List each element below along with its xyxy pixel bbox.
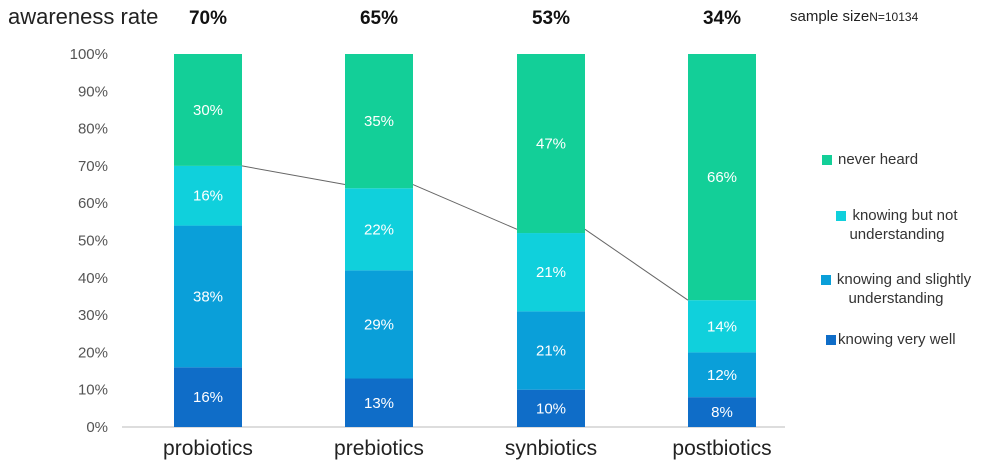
bar-segment <box>688 300 756 353</box>
data-label: 35% <box>364 113 394 130</box>
legend-swatch <box>836 211 847 222</box>
sample-size: sample sizeN=10134 <box>790 8 918 25</box>
bar-segment <box>174 165 242 226</box>
data-label: 8% <box>711 404 733 421</box>
bar-segment <box>174 367 242 427</box>
awareness-rate-label: 34% <box>703 8 741 29</box>
data-label: 38% <box>193 288 223 305</box>
legend-item-knowing-slightly: knowing and slightly understanding <box>808 270 984 308</box>
legend-swatch <box>822 155 832 166</box>
bar-segment <box>688 397 756 427</box>
data-label: 47% <box>536 136 566 153</box>
data-label: 16% <box>193 188 223 205</box>
sample-size-value: N=10134 <box>869 10 919 24</box>
data-label: 12% <box>707 367 737 384</box>
connector-line <box>584 228 689 301</box>
legend-item-very-well: knowing very well <box>826 330 956 349</box>
x-tick-label: probiotics <box>163 437 253 460</box>
awareness-rate-label: 65% <box>360 8 398 29</box>
legend-label: never heard <box>838 151 919 168</box>
data-label: 14% <box>707 318 737 335</box>
data-label: 16% <box>193 389 223 406</box>
connector-line <box>241 165 346 186</box>
sample-size-label: sample size <box>790 8 870 25</box>
legend-swatch <box>826 335 836 346</box>
y-tick-label: 90% <box>78 83 108 100</box>
y-tick-label: 50% <box>78 233 108 250</box>
bar-segment <box>517 54 585 234</box>
data-label: 10% <box>536 400 566 417</box>
legend-label: knowing very well <box>838 331 956 348</box>
bar-segment <box>688 352 756 398</box>
awareness-rate-label: 53% <box>532 8 570 29</box>
bar-segment <box>174 225 242 368</box>
y-tick-label: 60% <box>78 195 108 212</box>
x-tick-label: synbiotics <box>505 437 597 460</box>
bar-segment <box>517 233 585 312</box>
data-label: 21% <box>536 343 566 360</box>
bar-segment <box>517 311 585 390</box>
bar-segment <box>345 188 413 271</box>
connector-line <box>412 184 518 230</box>
y-tick-label: 30% <box>78 307 108 324</box>
y-tick-label: 70% <box>78 158 108 175</box>
data-label: 22% <box>364 221 394 238</box>
bar-segment <box>345 378 413 427</box>
bar-segment <box>517 389 585 427</box>
legend-swatch <box>820 275 831 286</box>
bar-segment <box>345 54 413 189</box>
legend-label: knowing but not understanding <box>849 207 958 243</box>
y-tick-label: 100% <box>70 46 108 63</box>
y-tick-label: 80% <box>78 121 108 138</box>
y-tick-label: 0% <box>86 419 108 436</box>
y-tick-label: 10% <box>78 382 108 399</box>
bar-segment <box>688 54 756 301</box>
data-label: 30% <box>193 102 223 119</box>
x-tick-label: postbiotics <box>672 437 771 460</box>
y-tick-label: 20% <box>78 344 108 361</box>
awareness-rate-label: 70% <box>189 8 227 29</box>
legend-label: knowing and slightly understanding <box>836 271 972 307</box>
legend-item-never-heard: never heard <box>822 150 918 169</box>
data-label: 29% <box>364 316 394 333</box>
data-label: 13% <box>364 395 394 412</box>
data-label: 66% <box>707 169 737 186</box>
x-tick-label: prebiotics <box>334 437 424 460</box>
bar-segment <box>345 270 413 379</box>
data-label: 21% <box>536 264 566 281</box>
chart-title: awareness rate <box>8 4 159 29</box>
y-tick-label: 40% <box>78 270 108 287</box>
bar-segment <box>174 54 242 166</box>
legend-item-knowing-but: knowing but not understanding <box>822 206 972 244</box>
